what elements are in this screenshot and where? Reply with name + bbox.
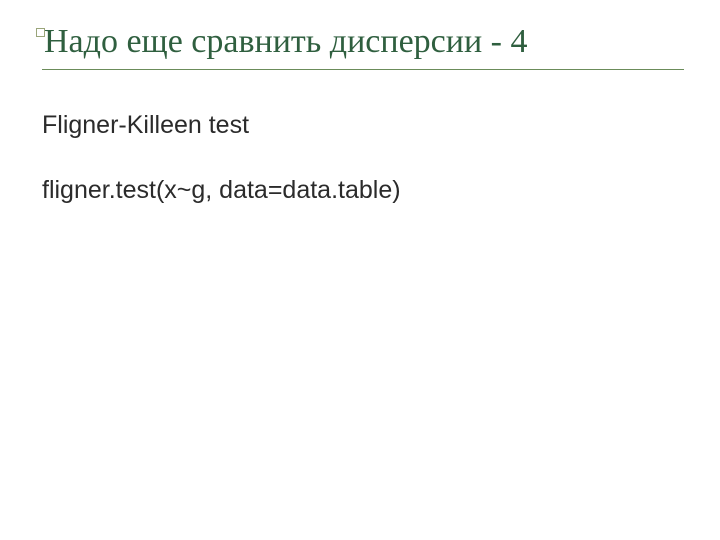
slide-title: Надо еще сравнить дисперсии - 4 [42,22,684,61]
slide-body: Fligner-Killeen test fligner.test(x~g, d… [36,110,684,207]
title-block: Надо еще сравнить дисперсии - 4 [36,22,684,70]
body-line-2: fligner.test(x~g, data=data.table) [42,175,684,206]
spacer [42,141,684,175]
title-underline [42,69,684,70]
body-line-1: Fligner-Killeen test [42,110,684,141]
slide: Надо еще сравнить дисперсии - 4 Fligner-… [0,0,720,540]
bullet-square-icon [36,28,45,37]
